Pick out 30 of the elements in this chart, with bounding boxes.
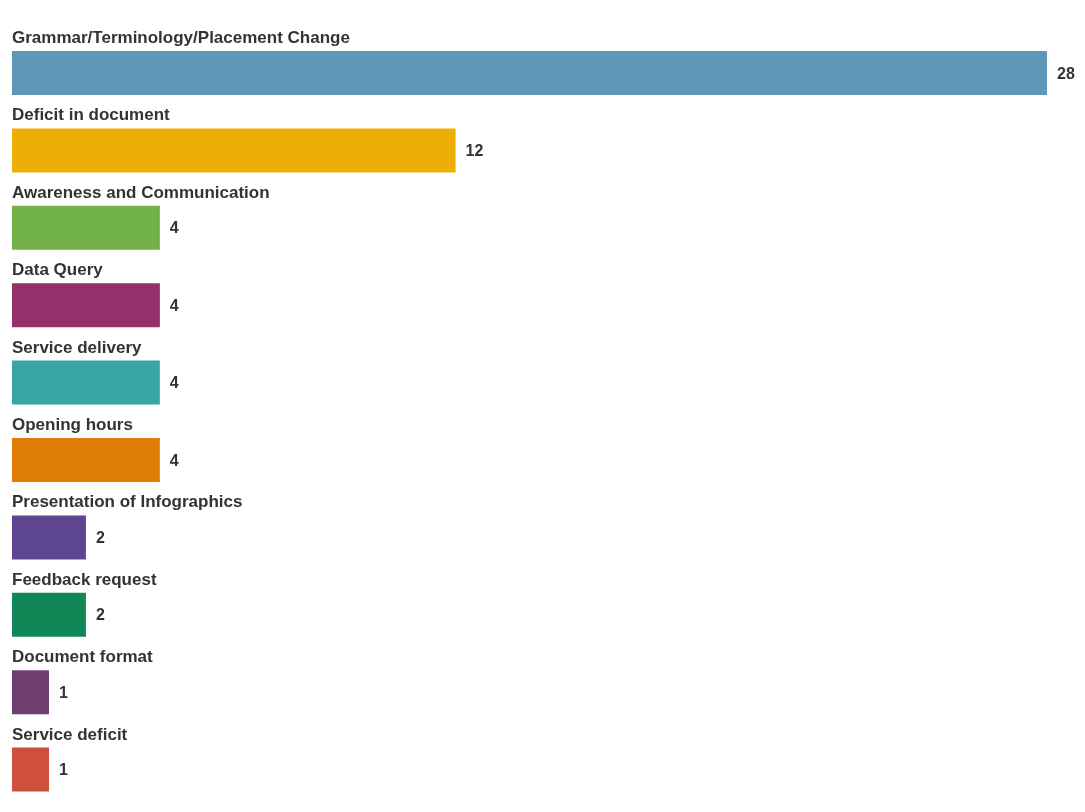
data-label: 28 — [1057, 64, 1075, 82]
data-label: 2 — [95, 529, 105, 547]
data-label: 4 — [169, 296, 179, 314]
bar — [12, 283, 160, 328]
bar — [12, 592, 86, 637]
y-tick-label: Document format — [12, 647, 154, 667]
data-label: 1 — [58, 683, 68, 701]
y-tick-label: Feedback request — [12, 569, 157, 589]
y-tick-label: Service deficit — [12, 724, 128, 744]
bar — [12, 670, 49, 715]
y-tick-label: Presentation of Infographics — [12, 492, 243, 512]
bar — [12, 747, 49, 792]
bar — [12, 128, 456, 173]
data-label: 12 — [465, 142, 484, 160]
y-tick-label: Data Query — [12, 260, 104, 280]
y-tick-label: Deficit in document — [12, 105, 171, 125]
bar — [12, 205, 160, 250]
y-tick-label: Grammar/Terminology/Placement Change — [12, 28, 350, 47]
bar — [12, 515, 86, 560]
y-tick-label: Service delivery — [12, 337, 143, 357]
data-label: 1 — [58, 761, 68, 779]
data-label: 4 — [169, 451, 179, 469]
y-tick-label: Opening hours — [12, 415, 133, 434]
data-label: 4 — [169, 374, 179, 392]
bar — [12, 438, 160, 482]
data-label: 2 — [95, 606, 105, 624]
data-label: 4 — [169, 219, 179, 237]
bar — [12, 360, 160, 405]
y-tick-label: Awareness and Communication — [12, 182, 270, 202]
bar — [12, 51, 1047, 95]
